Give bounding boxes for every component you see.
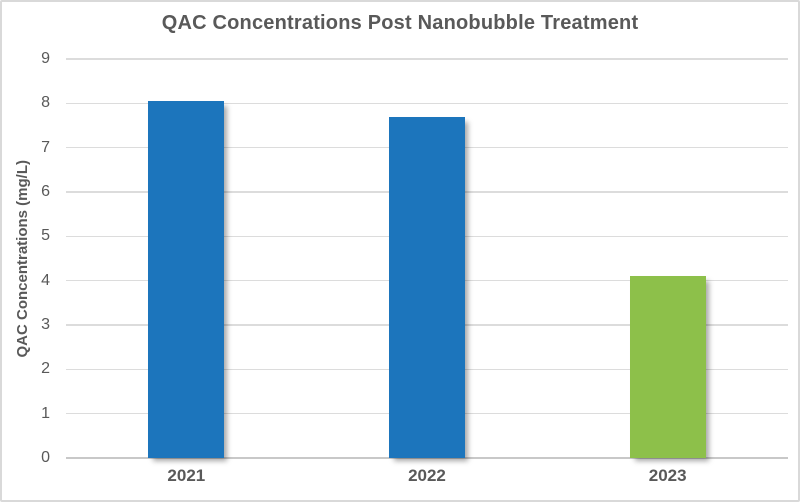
y-tick-label: 3 xyxy=(41,316,50,333)
y-tick-label: 2 xyxy=(41,360,50,378)
plot-area xyxy=(66,58,788,459)
y-tick-label: 8 xyxy=(41,94,50,112)
y-tick-label: 0 xyxy=(41,449,50,466)
x-category-label-2021: 2021 xyxy=(167,466,206,485)
y-axis-tick-labels: 0 1 2 3 4 5 6 7 8 9 xyxy=(2,50,58,466)
x-axis-category-labels: 2021 2022 2023 xyxy=(66,466,788,492)
x-category-label-2023: 2023 xyxy=(648,466,687,485)
chart-title: QAC Concentrations Post Nanobubble Treat… xyxy=(161,12,639,34)
bar-2021 xyxy=(148,101,225,458)
y-tick-label: 9 xyxy=(41,50,50,67)
gridline xyxy=(66,58,788,60)
bar-2023 xyxy=(629,276,706,458)
y-tick-label: 6 xyxy=(41,183,50,200)
bar-2022 xyxy=(389,116,465,458)
x-axis-line xyxy=(66,457,788,459)
y-tick-label: 4 xyxy=(41,271,50,289)
x-category-label-2022: 2022 xyxy=(408,466,446,485)
y-tick-label: 7 xyxy=(41,138,50,156)
gridline xyxy=(66,102,788,105)
y-tick-label: 5 xyxy=(41,227,50,245)
y-tick-label: 1 xyxy=(41,404,50,422)
